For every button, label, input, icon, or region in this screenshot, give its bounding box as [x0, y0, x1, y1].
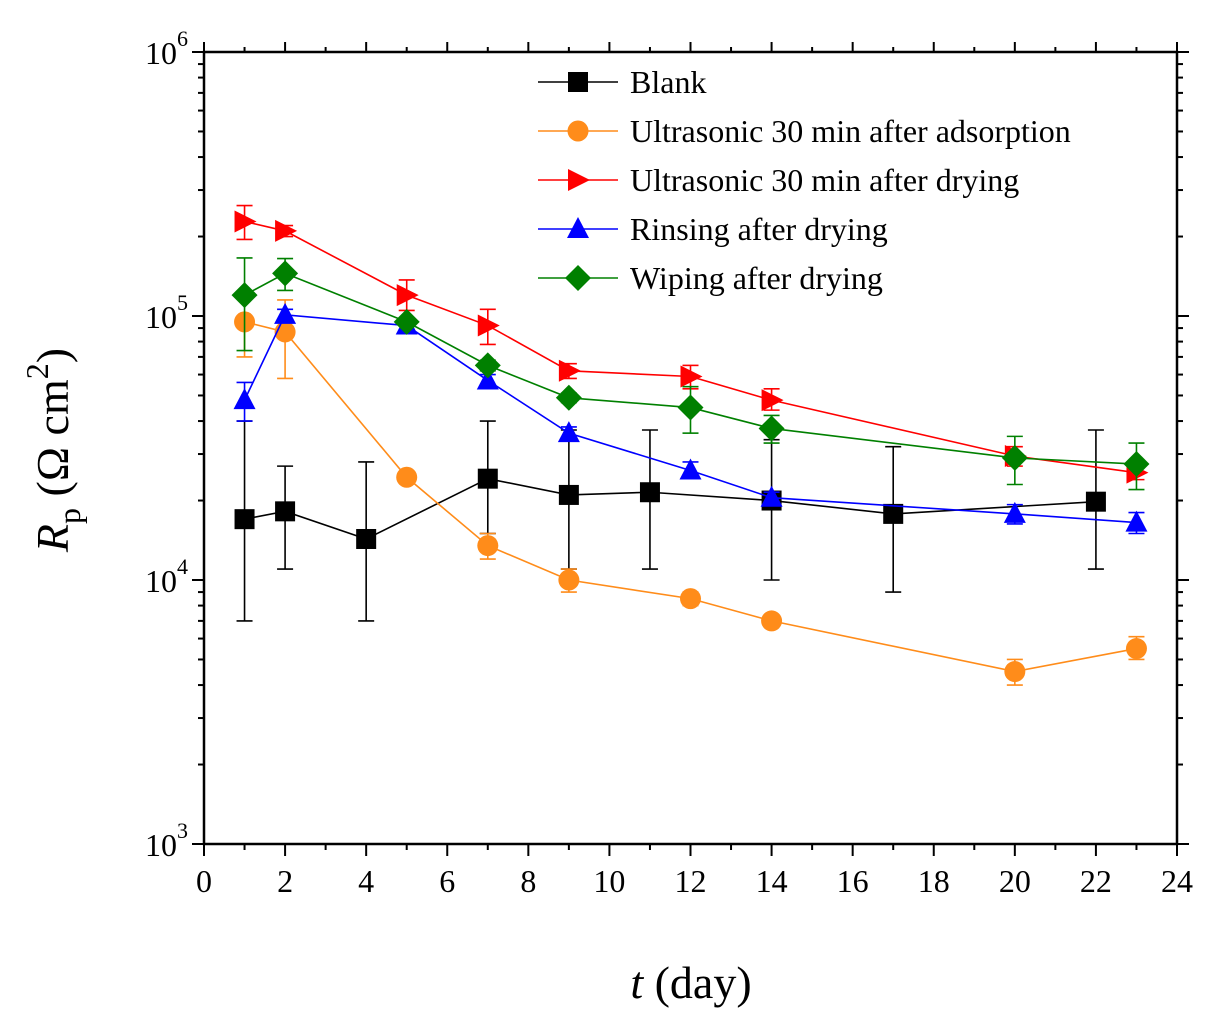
- data-point: [761, 610, 783, 632]
- y-axis-variable: R: [27, 524, 78, 553]
- x-axis-title: t (day): [630, 957, 751, 1008]
- y-tick-base: 10: [145, 299, 177, 335]
- x-tick-label: 0: [196, 863, 212, 899]
- data-point: [1004, 661, 1026, 683]
- data-point: [883, 503, 904, 524]
- data-point: [558, 569, 580, 591]
- x-tick-label: 20: [999, 863, 1031, 899]
- y-tick-label: 103: [145, 818, 188, 863]
- y-tick-exponent: 6: [177, 26, 188, 51]
- x-tick-label: 22: [1080, 863, 1112, 899]
- x-tick-label: 2: [277, 863, 293, 899]
- legend-marker: [567, 217, 589, 238]
- data-point: [1125, 510, 1148, 532]
- data-point: [474, 352, 501, 379]
- data-point: [679, 458, 702, 480]
- data-point: [1085, 491, 1106, 512]
- x-axis-unit: (day): [643, 957, 752, 1008]
- data-point: [477, 468, 498, 489]
- legend-marker: [568, 72, 588, 92]
- legend: Blank Ultrasonic 30 min after adsorption U…: [538, 64, 1071, 296]
- y-axis-subscript: p: [51, 508, 87, 524]
- x-tick-label: 12: [675, 863, 707, 899]
- legend-marker: [565, 265, 591, 291]
- legend-item: Blank: [538, 64, 706, 100]
- data-point: [1125, 638, 1147, 660]
- data-point: [393, 308, 420, 335]
- data-point: [233, 388, 256, 410]
- data-point: [761, 389, 784, 412]
- legend-marker: [568, 169, 590, 191]
- data-point: [477, 535, 499, 557]
- data-point: [1123, 451, 1150, 478]
- data-point: [680, 365, 703, 388]
- legend-label: Rinsing after drying: [630, 211, 888, 247]
- legend-item: Ultrasonic 30 min after adsorption: [538, 113, 1071, 149]
- data-point: [396, 466, 418, 488]
- y-tick-exponent: 4: [177, 554, 188, 579]
- x-tick-label: 18: [918, 863, 950, 899]
- legend-label: Ultrasonic 30 min after adsorption: [630, 113, 1071, 149]
- series-ultrasonic-30-min-after-drying: [234, 204, 1149, 484]
- data-point: [356, 528, 377, 549]
- data-point: [275, 501, 296, 522]
- x-tick-label: 14: [756, 863, 788, 899]
- y-axis-unit: (Ω cm: [27, 379, 78, 508]
- x-tick-label: 16: [837, 863, 869, 899]
- x-axis-variable: t: [630, 957, 644, 1008]
- y-axis-unit-close: ): [27, 348, 78, 363]
- y-tick-label: 105: [145, 290, 188, 335]
- x-tick-label: 4: [358, 863, 374, 899]
- data-point: [677, 394, 704, 421]
- data-point: [396, 284, 419, 307]
- x-tick-label: 8: [520, 863, 536, 899]
- legend-item: Rinsing after drying: [538, 211, 888, 247]
- y-tick-base: 10: [145, 563, 177, 599]
- y-tick-exponent: 3: [177, 818, 188, 843]
- y-tick-label: 104: [145, 554, 188, 599]
- data-point: [680, 588, 701, 610]
- data-point: [557, 421, 580, 443]
- data-point: [1001, 444, 1028, 471]
- data-point: [234, 509, 255, 530]
- data-point: [558, 484, 579, 505]
- data-point: [275, 219, 298, 242]
- data-point: [476, 368, 499, 390]
- legend-marker: [567, 120, 589, 142]
- legend-label: Ultrasonic 30 min after drying: [630, 162, 1019, 198]
- legend-item: Wiping after drying: [538, 260, 883, 296]
- data-point: [477, 314, 500, 337]
- data-point: [272, 260, 299, 287]
- x-tick-label: 10: [593, 863, 625, 899]
- data-point: [558, 359, 581, 382]
- y-tick-label: 106: [145, 26, 188, 71]
- x-tick-label: 6: [439, 863, 455, 899]
- x-tick-label: 24: [1161, 863, 1193, 899]
- legend-item: Ultrasonic 30 min after drying: [538, 162, 1019, 198]
- series-ultrasonic-30-min-after-adsorption: [234, 299, 1147, 686]
- series-wiping-after-drying: [231, 257, 1150, 491]
- data-point: [555, 384, 582, 411]
- data-point: [234, 210, 257, 233]
- series-layer: [231, 204, 1150, 686]
- y-tick-base: 10: [145, 827, 177, 863]
- legend-label: Wiping after drying: [630, 260, 883, 296]
- y-tick-base: 10: [145, 35, 177, 71]
- y-tick-exponent: 5: [177, 290, 188, 315]
- data-point: [274, 302, 297, 324]
- data-point: [1003, 501, 1026, 523]
- data-point: [758, 415, 785, 442]
- y-axis-title: Rp (Ω cm2): [19, 348, 87, 553]
- series-blank: [234, 420, 1106, 622]
- y-axis-superscript: 2: [19, 363, 55, 379]
- data-point: [760, 485, 783, 507]
- data-point: [639, 482, 660, 503]
- legend-label: Blank: [630, 64, 706, 100]
- data-point: [231, 282, 258, 309]
